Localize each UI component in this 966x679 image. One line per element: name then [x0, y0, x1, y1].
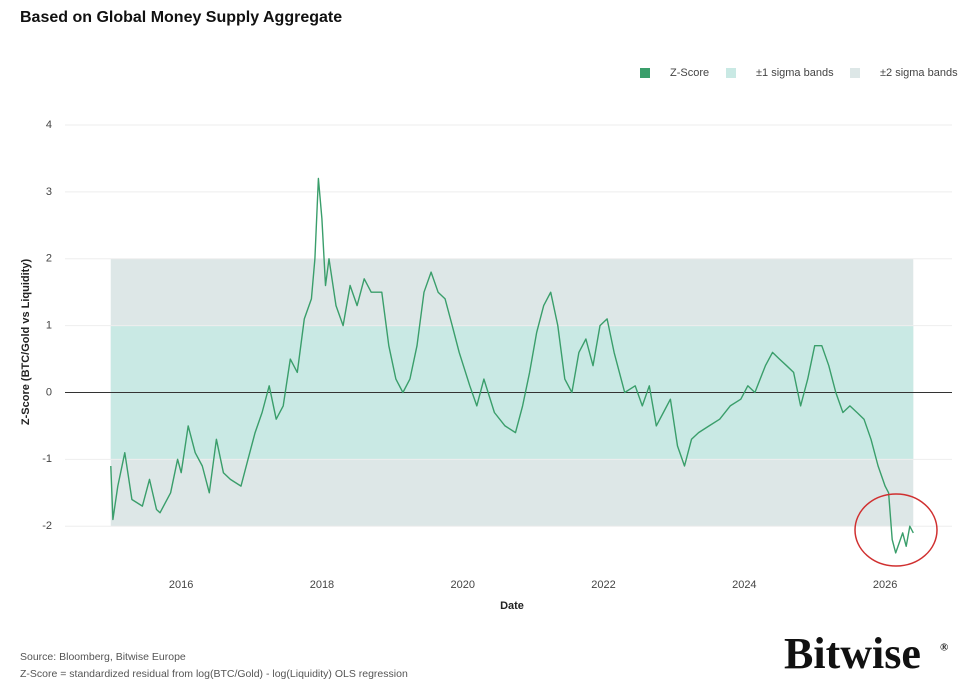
x-tick-label: 2016	[169, 579, 193, 591]
y-axis-title: Z-Score (BTC/Gold vs Liquidity)	[20, 259, 32, 426]
legend-swatch	[726, 68, 736, 78]
y-tick-label: 0	[46, 386, 52, 398]
legend-swatch	[640, 68, 650, 78]
chart-title: Based on Global Money Supply Aggregate	[20, 9, 342, 26]
y-tick-label: -2	[42, 520, 52, 532]
y-tick-label: -1	[42, 453, 52, 465]
x-tick-label: 2024	[732, 579, 756, 591]
highlight-circle	[854, 493, 938, 567]
legend-label: ±1 sigma bands	[756, 67, 834, 79]
x-axis-title: Date	[500, 600, 524, 612]
y-tick-label: 2	[46, 253, 52, 265]
x-tick-label: 2022	[591, 579, 615, 591]
logo: Bitwise	[784, 629, 921, 678]
y-tick-label: 1	[46, 320, 52, 332]
legend-label: ±2 sigma bands	[880, 67, 958, 79]
plot-area: 4 3 2 1 0 -1 -2 2016 2018 2020 2022 2024 2026	[42, 119, 952, 591]
legend-swatch	[850, 68, 860, 78]
y-tick-label: 3	[46, 186, 52, 198]
legend-label: Z-Score	[670, 67, 709, 79]
z-score-line	[110, 177, 914, 554]
y-tick-label: 4	[46, 119, 52, 131]
source-note: Source: Bloomberg, Bitwise Europe	[20, 651, 186, 663]
footnote: Z-Score = standardized residual from log…	[20, 668, 408, 679]
logo-mark: ®	[940, 642, 948, 654]
x-tick-label: 2020	[450, 579, 474, 591]
x-tick-label: 2018	[310, 579, 334, 591]
x-tick-label: 2026	[873, 579, 897, 591]
